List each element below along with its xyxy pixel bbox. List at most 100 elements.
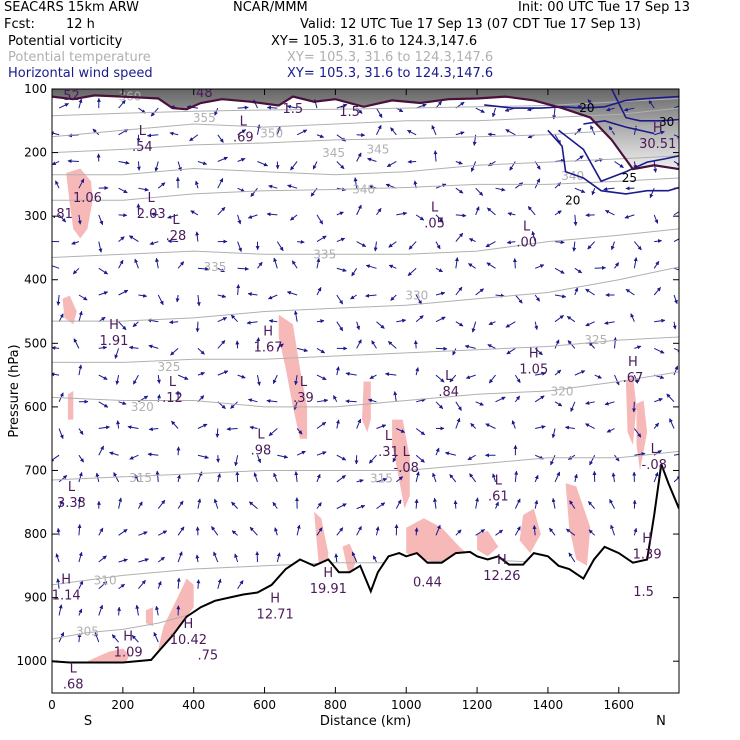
wind-vector-233 — [268, 428, 278, 437]
wind-vector-173 — [217, 317, 228, 323]
wind-vector-43 — [92, 128, 100, 136]
wind-vector-102 — [138, 579, 146, 590]
wind-vector-390 — [455, 417, 461, 429]
pv-fill-region-5 — [392, 419, 410, 509]
wind-vector-468 — [554, 240, 565, 245]
wind-vector-521 — [614, 262, 620, 269]
wind-vector-385 — [455, 286, 463, 296]
wind-vector-571 — [673, 267, 679, 271]
wind-vector-413 — [487, 132, 496, 137]
wind-vector-328 — [390, 127, 397, 136]
wind-vector-474 — [554, 401, 563, 407]
wind-vector-297 — [351, 268, 358, 277]
wind-vector-101 — [138, 558, 149, 563]
wind-vector-574 — [673, 347, 679, 353]
wind-vector-487 — [574, 287, 579, 296]
wind-vector-467 — [554, 210, 562, 216]
wind-vector-539 — [625, 288, 635, 296]
wind-vector-169 — [217, 206, 226, 216]
wind-vector-491 — [570, 401, 576, 412]
pv-value-2: 1.5 — [283, 102, 304, 117]
wind-vector-366 — [435, 241, 441, 250]
wind-vector-3 — [55, 180, 60, 189]
wind-vector-234 — [277, 454, 289, 459]
pv-value-30: 10.42 — [170, 633, 207, 648]
wind-vector-182 — [213, 551, 219, 563]
pv-extremum-low-22: L — [385, 429, 393, 444]
wind-vector-26 — [71, 240, 80, 245]
wind-vector-159 — [197, 454, 209, 459]
wind-vector-154 — [195, 321, 200, 333]
wind-vector-110 — [149, 241, 159, 246]
theta-line-335 — [52, 228, 679, 258]
wind-vector-538 — [633, 257, 638, 269]
wind-vector-1 — [52, 131, 60, 136]
wind-vector-180 — [213, 498, 219, 509]
wind-vector-2 — [52, 161, 60, 166]
wind-vector-140 — [176, 474, 181, 483]
theta-label-18: 305 — [76, 624, 99, 638]
wind-vector-440 — [514, 395, 521, 403]
pv-value-3: 1.5 — [339, 105, 360, 120]
pv-value-5: .54 — [132, 140, 153, 155]
y-tick-label-600: 600 — [24, 400, 47, 414]
wind-vector-518 — [603, 187, 615, 191]
wind-vector-222 — [276, 126, 281, 135]
wind-vector-431 — [509, 161, 516, 171]
wind-vector-247 — [293, 310, 298, 322]
wind-vector-515 — [606, 107, 615, 112]
wind-vector-305 — [356, 479, 364, 483]
wind-vector-72 — [114, 348, 120, 359]
wind-vector-68 — [118, 236, 125, 242]
wind-vector-124 — [155, 605, 160, 616]
wind-vector-503 — [587, 241, 596, 250]
wind-vector-339 — [396, 428, 406, 433]
x-tick-label-0: 0 — [48, 698, 56, 712]
pv-value-20: 4.5 — [679, 412, 700, 427]
wind-vector-545 — [634, 452, 646, 457]
wind-vector-475 — [551, 428, 556, 439]
wind-vector-506 — [585, 321, 595, 327]
wind-vector-295 — [356, 204, 362, 216]
pv-extremum-low-4: L — [240, 115, 248, 130]
wind-vector-122 — [157, 556, 165, 563]
wind-vector-54 — [98, 425, 110, 430]
wind-vector-473 — [554, 369, 562, 376]
wind-vector-245 — [291, 260, 298, 269]
wind-vector-526 — [604, 401, 615, 406]
wind-vector-302 — [345, 399, 357, 404]
field-pv-xy: XY= 105.3, 31.6 to 124.3,147.6 — [271, 34, 478, 49]
wind-vector-428 — [495, 529, 504, 536]
wind-vector-472 — [554, 339, 560, 349]
wind-vector-453 — [534, 294, 541, 302]
wind-vector-206 — [250, 187, 258, 197]
wind-vector-432 — [515, 182, 524, 189]
theta-label-14: 320 — [131, 400, 154, 414]
pv-extremum-low-8: L — [148, 191, 156, 206]
wind-vector-497 — [568, 552, 576, 563]
wind-vector-573 — [672, 321, 677, 330]
wind-vector-443 — [514, 470, 519, 482]
wind-vector-450 — [527, 206, 536, 216]
wind-vector-375 — [432, 472, 437, 483]
wind-vector-371 — [435, 374, 445, 383]
wind-vector-471 — [554, 314, 564, 323]
wind-vector-360 — [414, 527, 419, 536]
wind-vector-262 — [316, 258, 321, 269]
wind-vector-577 — [669, 418, 675, 429]
theta-line-340 — [52, 177, 679, 201]
wind-vector-449 — [534, 178, 541, 189]
theta-label-9: 330 — [405, 289, 428, 303]
wind-vector-543 — [632, 401, 636, 413]
wind-vector-354 — [415, 367, 420, 376]
pv-value-16: .67 — [623, 371, 644, 386]
wind-vector-421 — [487, 344, 496, 349]
pv-contour-layer — [52, 94, 679, 171]
wind-vector-466 — [554, 182, 562, 189]
wind-vector-22 — [68, 133, 79, 138]
wind-vector-210 — [247, 292, 258, 297]
wind-vector-240 — [296, 129, 308, 136]
theta-line-360 — [52, 98, 679, 117]
wind-vector-551 — [653, 161, 658, 173]
